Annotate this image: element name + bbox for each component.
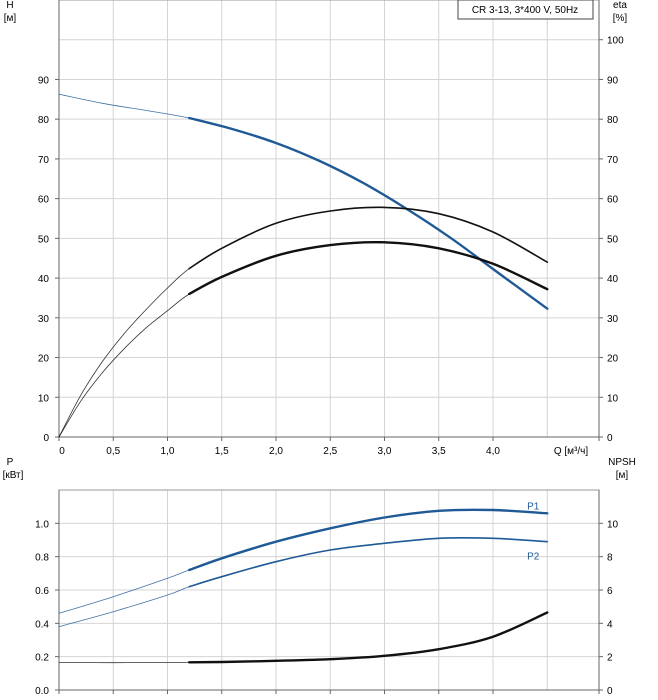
right-tick-label: 100	[607, 36, 624, 47]
head-axis-title: H	[6, 0, 13, 11]
left-tick-label: 0.0	[35, 686, 49, 697]
curve-right-2-full	[58, 241, 548, 438]
legend-box	[457, 0, 594, 20]
left-tick-label: 50	[38, 234, 50, 245]
series-label-p1: P1	[527, 501, 540, 512]
curve-right-2-working	[188, 611, 549, 664]
right-tick-label: 30	[607, 314, 619, 325]
power-npsh-labels: P [кВт] NPSH [м]	[3, 457, 636, 481]
left-tick-label: 20	[38, 354, 50, 365]
right-tick-label: 2	[607, 653, 613, 664]
power-npsh-grid	[59, 490, 599, 690]
left-tick-label: 30	[38, 314, 50, 325]
head-efficiency-series	[58, 93, 549, 438]
right-tick-label: 50	[607, 234, 619, 245]
head-efficiency-chart: 0 10 20 30 40 50 60 70 80 90 0 10 20 30 40 50 60 70 80 90 10…	[4, 0, 628, 457]
eta-axis-title: eta	[613, 0, 627, 11]
left-tick-label: 0.4	[35, 619, 49, 630]
right-tick-label: 10	[607, 519, 619, 530]
right-tick-label: 6	[607, 586, 613, 597]
curve-right-1-working	[188, 206, 549, 270]
curve-left-0-full	[58, 93, 548, 310]
x-tick-label: 3,0	[378, 446, 392, 457]
curve-p1-full	[58, 509, 548, 614]
left-tick-label: 10	[38, 393, 50, 404]
curve-right-2-full	[58, 612, 548, 664]
npsh-axis-unit: [м]	[616, 470, 629, 481]
legend-text: CR 3-13, 3*400 V, 50Hz	[472, 5, 578, 16]
right-tick-label: 4	[607, 619, 613, 630]
head-efficiency-axes: 0 10 20 30 40 50 60 70 80 90 0 10 20 30 40 50 60 70 80 90 10…	[38, 0, 624, 457]
left-tick-label: 80	[38, 115, 50, 126]
left-tick-label: 40	[38, 274, 50, 285]
power-axis-unit: [кВт]	[3, 470, 24, 481]
right-tick-label: 0	[607, 686, 613, 697]
head-axis-unit: [м]	[4, 13, 17, 24]
curve-p1-working	[188, 508, 549, 572]
right-tick-label: 40	[607, 274, 619, 285]
left-tick-label: 0.6	[35, 586, 49, 597]
head-efficiency-frame	[58, 0, 600, 438]
left-tick-label: 0.2	[35, 653, 49, 664]
left-tick-label: 0	[43, 433, 49, 444]
x-tick-label: 1,5	[215, 446, 229, 457]
curve-left-0-working	[188, 116, 549, 310]
left-tick-label: 1.0	[35, 519, 49, 530]
right-tick-label: 90	[607, 75, 619, 86]
power-npsh-chart: 0.0 0.2 0.4 0.6 0.8 1.0 0 2 4 6 8 10 P1 P2 P [кВт] N…	[3, 457, 636, 697]
right-tick-label: 0	[607, 433, 613, 444]
curve-right-2-working	[188, 240, 549, 296]
right-tick-label: 10	[607, 393, 619, 404]
right-tick-label: 60	[607, 195, 619, 206]
power-axis-title: P	[7, 457, 14, 468]
curve-right-1-full	[58, 206, 548, 438]
right-tick-label: 80	[607, 115, 619, 126]
flow-axis-label: Q [м³/ч]	[554, 446, 589, 457]
right-tick-label: 70	[607, 155, 619, 166]
curve-p2-working	[188, 537, 549, 588]
series-label-p2: P2	[527, 552, 540, 563]
npsh-axis-title: NPSH	[608, 457, 636, 468]
x-tick-label: 0	[59, 446, 65, 457]
x-tick-label: 2,0	[269, 446, 283, 457]
right-tick-label: 8	[607, 553, 613, 564]
curve-p2-full	[58, 537, 548, 628]
x-tick-label: 1,0	[161, 446, 175, 457]
right-tick-label: 20	[607, 354, 619, 365]
head-efficiency-grid	[59, 0, 599, 437]
x-tick-label: 4,0	[486, 446, 500, 457]
chart-legend: CR 3-13, 3*400 V, 50Hz	[457, 0, 594, 20]
left-tick-label: 70	[38, 155, 50, 166]
x-tick-label: 0,5	[106, 446, 120, 457]
left-tick-label: 90	[38, 75, 50, 86]
left-tick-label: 0.8	[35, 553, 49, 564]
power-npsh-axes: 0.0 0.2 0.4 0.6 0.8 1.0 0 2 4 6 8 10	[35, 489, 619, 697]
eta-axis-unit: [%]	[613, 13, 628, 24]
left-tick-label: 60	[38, 195, 50, 206]
x-tick-label: 3,5	[432, 446, 446, 457]
x-tick-label: 2,5	[323, 446, 337, 457]
head-efficiency-labels: H [м] eta [%] Q [м³/ч]	[4, 0, 628, 457]
power-npsh-series: P1 P2	[58, 501, 549, 664]
